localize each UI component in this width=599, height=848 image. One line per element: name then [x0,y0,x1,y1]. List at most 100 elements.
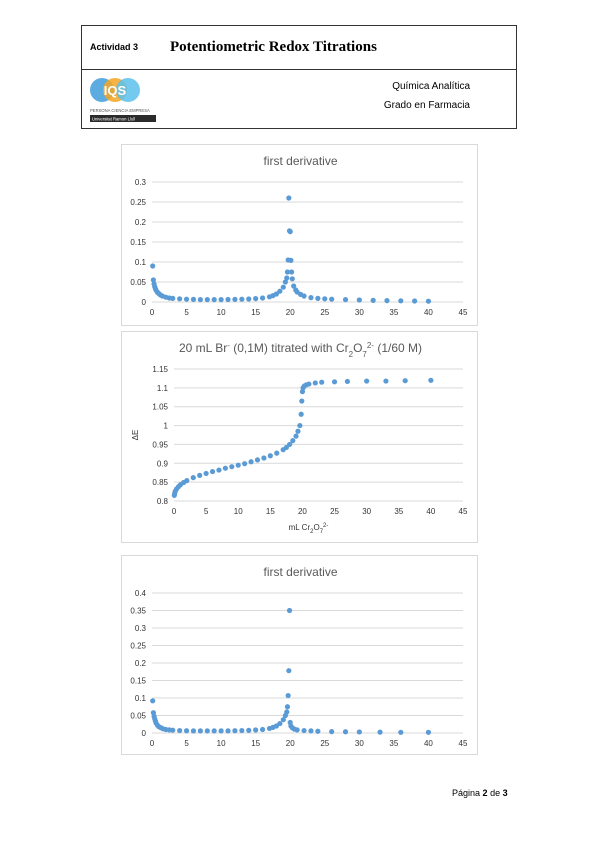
data-point [242,461,248,467]
data-point [239,727,245,734]
data-point [274,450,280,456]
data-point [398,729,404,735]
data-point [290,438,296,444]
data-point [197,297,203,303]
chart-title: first derivative [263,565,337,579]
data-point [211,728,217,734]
data-point [289,276,295,282]
x-tick-label: 25 [320,739,329,748]
data-point [286,668,292,674]
data-point [190,728,197,734]
y-tick-label: 0.85 [152,478,168,487]
footer-page: 2 [482,788,488,798]
data-point [370,297,376,303]
data-point [232,728,238,734]
y-tick-label: 0.9 [157,459,169,468]
data-point [246,296,252,302]
data-point [301,727,307,734]
data-point [364,378,370,384]
x-tick-label: 5 [184,739,189,748]
data-point [197,728,203,734]
x-tick-label: 20 [286,308,295,317]
data-point [177,727,183,734]
data-point [402,378,408,384]
data-point [287,441,293,448]
data-point [425,298,432,304]
data-point [291,283,297,289]
x-tick-label: 15 [251,308,260,317]
data-point [294,727,300,733]
y-tick-label: 0.8 [157,497,169,506]
x-tick-label: 15 [251,739,260,748]
data-point [170,295,176,301]
data-point [285,692,291,699]
y-tick-label: 0.2 [135,659,147,668]
data-point [204,728,210,734]
data-point [284,269,291,275]
header-title-row: Actividad 3 Potentiometric Redox Titrati… [82,26,516,70]
x-tick-label: 0 [150,739,155,748]
data-point [428,377,434,383]
data-point [280,717,286,723]
y-tick-label: 0.15 [130,677,146,686]
data-point [225,296,231,303]
x-tick-label: 45 [459,308,468,317]
y-tick-label: 0.1 [135,694,147,703]
x-tick-label: 30 [355,308,364,317]
data-point [284,704,291,710]
data-point [289,269,295,275]
data-point [197,472,203,478]
y-tick-label: 0.05 [130,278,146,287]
data-point [342,297,349,303]
data-point [308,295,314,301]
y-tick-label: 0.25 [130,642,146,651]
footer-prefix: Página [452,788,481,798]
svg-text:IQS: IQS [104,83,127,98]
page-footer: Página 2 de 3 [452,788,508,798]
data-point [170,727,176,733]
data-point [261,455,267,461]
data-point [356,729,362,735]
data-point [190,296,197,302]
y-tick-label: 0.3 [135,178,147,187]
chart-first-derivative-bottom: first derivative 0 0.05 0.1 0.15 0.2 0.25 0.3 0.… [121,555,478,755]
subject-label: Química Analítica [392,81,470,92]
y-tick-label: 1.05 [152,403,168,412]
data-point [235,462,241,468]
data-point [203,470,209,477]
data-point [209,468,216,475]
degree-label: Grado en Farmacia [383,100,470,111]
data-point [329,296,335,302]
data-point [190,475,196,481]
activity-label: Actividad 3 [90,42,139,52]
data-point [273,291,279,297]
data-point [150,263,156,269]
y-tick-label: 0.95 [152,440,168,449]
x-tick-label: 20 [286,739,295,748]
series-points [171,377,434,498]
chart-title: first derivative [263,154,337,168]
x-tick-label: 40 [424,308,433,317]
y-tick-label: 0.3 [135,624,147,633]
chart-title: 20 mL Br- (0,1M) titrated with Cr2O72- (… [179,341,422,359]
footer-total: 3 [502,788,508,798]
data-point [216,467,222,473]
data-point [253,296,259,302]
x-tick-label: 40 [424,739,433,748]
data-point [204,297,210,303]
data-point [218,728,224,734]
chart-titration-curve: 20 mL Br- (0,1M) titrated with Cr2O72- (… [121,331,478,543]
data-point [239,296,245,302]
data-point [384,298,390,304]
x-tick-label: 35 [389,739,398,748]
x-tick-label: 10 [217,739,226,748]
data-point [286,195,292,201]
data-point [288,257,294,263]
data-point [315,728,321,734]
y-tick-label: 0.15 [130,238,146,247]
x-tick-label: 10 [217,308,226,317]
y-tick-label: 1.15 [152,365,168,374]
y-tick-label: 0.05 [130,712,146,721]
y-tick-label: 0.4 [135,589,147,598]
data-point [344,378,350,385]
